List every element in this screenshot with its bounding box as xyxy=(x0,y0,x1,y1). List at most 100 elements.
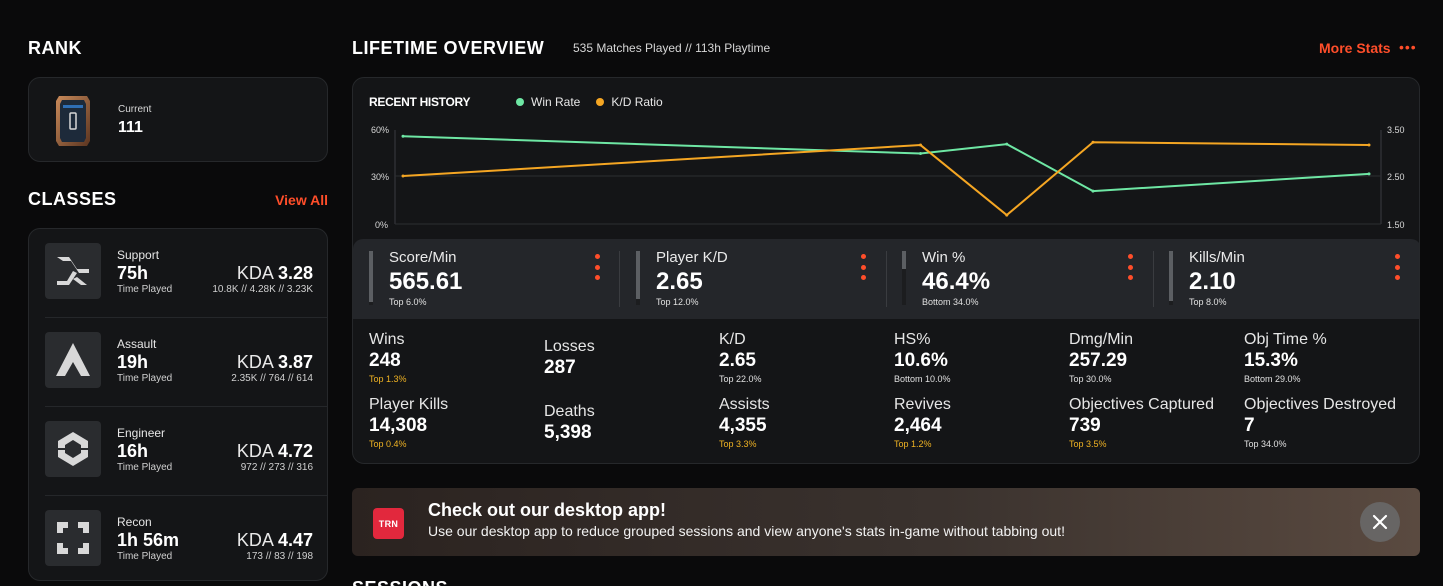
class-kda: KDA 3.87 xyxy=(237,352,313,373)
stat-value: 257.29 xyxy=(1069,350,1128,371)
kda-value: 4.47 xyxy=(277,530,313,550)
assault-class-icon xyxy=(45,332,101,388)
rank-card[interactable]: Current 111 xyxy=(28,77,328,162)
kda-label: KDA xyxy=(236,530,273,550)
stat-label: Objectives Captured xyxy=(1069,396,1214,413)
legend-item-kd-ratio[interactable]: K/D Ratio xyxy=(596,95,663,109)
class-kda: KDA 4.72 xyxy=(237,441,313,462)
stat-label: Assists xyxy=(719,396,770,413)
close-button[interactable] xyxy=(1360,502,1400,542)
divider xyxy=(619,251,620,307)
data-point[interactable] xyxy=(1091,189,1095,193)
highlight-win-pct[interactable]: Win % 46.4% Bottom 34.0% xyxy=(902,249,1152,309)
stat-value: 7 xyxy=(1244,415,1255,436)
highlight-score-min[interactable]: Score/Min 565.61 Top 6.0% xyxy=(369,249,619,309)
overview-card: RECENT HISTORY Win Rate K/D Ratio 60% 30… xyxy=(352,77,1420,464)
percentile-fill xyxy=(636,298,640,305)
data-point[interactable] xyxy=(1091,140,1095,144)
stat-kd[interactable]: K/D 2.65 Top 22.0% xyxy=(719,331,889,384)
kda-value: 4.72 xyxy=(277,441,313,461)
class-time: 75h xyxy=(117,263,149,283)
right-axis-tick: 3.50 xyxy=(1387,125,1405,135)
class-name: Recon xyxy=(117,515,152,529)
stat-rank: Top 0.4% xyxy=(369,439,407,449)
stat-value: 5,398 xyxy=(544,422,592,443)
data-point[interactable] xyxy=(919,143,922,147)
stat-revives[interactable]: Revives 2,464 Top 1.2% xyxy=(894,396,1064,449)
left-axis-tick: 30% xyxy=(371,172,389,182)
class-kda: KDA 4.47 xyxy=(237,530,313,551)
class-kda-breakdown: 173 // 83 // 198 xyxy=(246,551,313,562)
class-row-assault[interactable]: Assault 19h Time Played KDA 3.87 2.35K /… xyxy=(29,318,327,407)
stat-label: HS% xyxy=(894,331,931,348)
engineer-class-icon xyxy=(45,421,101,477)
stat-rank: Bottom 10.0% xyxy=(894,374,951,384)
data-point[interactable] xyxy=(401,174,405,178)
kda-label: KDA xyxy=(236,441,273,461)
stat-value: 2.65 xyxy=(719,350,756,371)
class-row-support[interactable]: Support 75h Time Played KDA 3.28 10.8K /… xyxy=(29,229,327,318)
more-vertical-icon[interactable] xyxy=(861,254,867,280)
stat-value: 15.3% xyxy=(1244,350,1298,371)
stat-objectives-destroyed[interactable]: Objectives Destroyed 7 Top 34.0% xyxy=(1244,396,1414,449)
sessions-title: SESSIONS xyxy=(352,578,448,586)
data-point[interactable] xyxy=(1367,143,1371,147)
highlight-value: 2.10 xyxy=(1189,268,1236,295)
stat-label: Revives xyxy=(894,396,951,413)
stat-hs-pct[interactable]: HS% 10.6% Bottom 10.0% xyxy=(894,331,1064,384)
chart-series-group xyxy=(401,134,1371,217)
highlight-label: Player K/D xyxy=(656,249,728,266)
stat-label: Dmg/Min xyxy=(1069,331,1134,348)
stat-losses[interactable]: Losses 287 xyxy=(544,338,714,379)
close-icon xyxy=(1372,514,1388,530)
data-point[interactable] xyxy=(919,152,922,155)
chart-legend: Win Rate K/D Ratio xyxy=(516,95,663,109)
trn-logo: TRN xyxy=(373,508,404,539)
percentile-bar xyxy=(1169,251,1173,305)
highlight-rank: Top 6.0% xyxy=(389,297,427,307)
percentile-fill xyxy=(1169,300,1173,305)
highlight-player-kd[interactable]: Player K/D 2.65 Top 12.0% xyxy=(636,249,886,309)
stat-wins[interactable]: Wins 248 Top 1.3% xyxy=(369,331,539,384)
kda-value: 3.87 xyxy=(277,352,313,372)
class-time: 1h 56m xyxy=(117,530,180,550)
view-all-link[interactable]: View All xyxy=(275,192,328,208)
stat-dmg-min[interactable]: Dmg/Min 257.29 Top 30.0% xyxy=(1069,331,1239,384)
legend-item-win-rate[interactable]: Win Rate xyxy=(516,95,580,109)
stat-rank: Bottom 29.0% xyxy=(1244,374,1301,384)
legend-label: Win Rate xyxy=(531,95,581,109)
stat-label: Deaths xyxy=(544,403,595,420)
more-vertical-icon[interactable] xyxy=(1395,254,1401,280)
class-row-recon[interactable]: Recon 1h 56m Time Played KDA 4.47 173 //… xyxy=(29,496,327,580)
highlight-kills-min[interactable]: Kills/Min 2.10 Top 8.0% xyxy=(1169,249,1419,309)
classes-title: CLASSES xyxy=(28,189,117,209)
more-stats-link[interactable]: More Stats xyxy=(1319,40,1391,56)
more-vertical-icon[interactable] xyxy=(1128,254,1134,280)
highlight-value: 2.65 xyxy=(656,268,703,295)
stat-player-kills[interactable]: Player Kills 14,308 Top 0.4% xyxy=(369,396,539,449)
stat-rank: Top 1.3% xyxy=(369,374,407,384)
right-axis-tick: 2.50 xyxy=(1387,172,1405,182)
data-point[interactable] xyxy=(1005,213,1009,217)
classes-card: Support 75h Time Played KDA 3.28 10.8K /… xyxy=(28,228,328,581)
data-point[interactable] xyxy=(401,134,405,138)
stat-value: 14,308 xyxy=(369,415,428,436)
stat-obj-time[interactable]: Obj Time % 15.3% Bottom 29.0% xyxy=(1244,331,1414,384)
stat-value: 248 xyxy=(369,350,401,371)
highlight-value: 565.61 xyxy=(389,268,463,295)
class-time-label: Time Played xyxy=(117,551,173,562)
divider xyxy=(1153,251,1154,307)
stat-label: Objectives Destroyed xyxy=(1244,396,1397,413)
class-name: Support xyxy=(117,248,160,262)
more-vertical-icon[interactable] xyxy=(595,254,601,280)
class-row-engineer[interactable]: Engineer 16h Time Played KDA 4.72 972 //… xyxy=(29,407,327,496)
more-options-icon[interactable]: ••• xyxy=(1399,39,1417,55)
stat-deaths[interactable]: Deaths 5,398 xyxy=(544,403,714,444)
recon-class-icon xyxy=(45,510,101,566)
stat-assists[interactable]: Assists 4,355 Top 3.3% xyxy=(719,396,889,449)
data-point[interactable] xyxy=(1005,142,1009,146)
data-point[interactable] xyxy=(1367,172,1371,176)
desktop-app-banner[interactable]: TRN Check out our desktop app! Use our d… xyxy=(352,488,1420,556)
stat-objectives-captured[interactable]: Objectives Captured 739 Top 3.5% xyxy=(1069,396,1239,449)
